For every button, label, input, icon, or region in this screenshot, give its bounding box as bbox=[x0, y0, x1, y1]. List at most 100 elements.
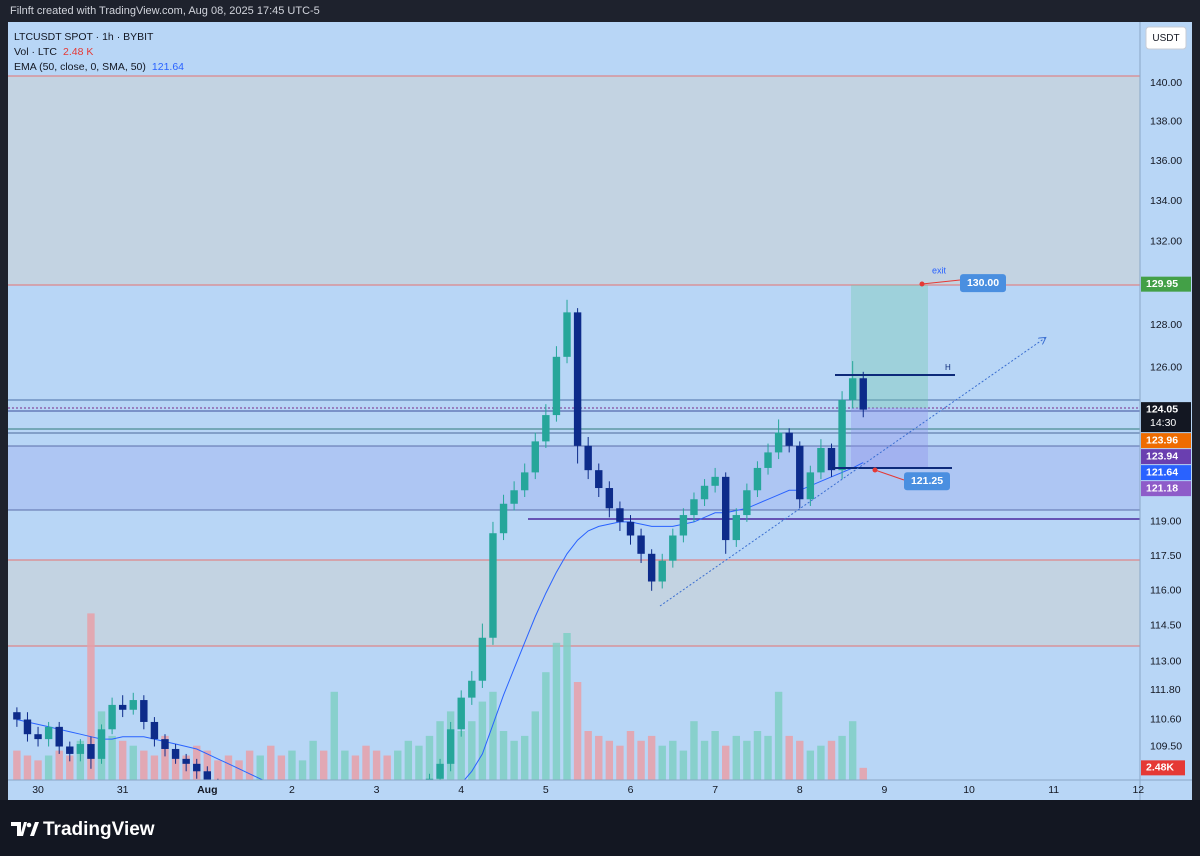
volume-bar bbox=[224, 755, 233, 780]
volume-marker bbox=[1141, 760, 1185, 776]
y-tick-label: 126.00 bbox=[1150, 361, 1182, 373]
x-tick-label: 6 bbox=[628, 784, 634, 796]
price-marker-label: 129.95 bbox=[1146, 278, 1178, 290]
volume-bar bbox=[341, 750, 349, 780]
y-tick-label: 134.00 bbox=[1150, 195, 1182, 207]
volume-bar bbox=[510, 740, 518, 780]
y-tick-label: 113.00 bbox=[1150, 655, 1181, 667]
brand-name: TradingView bbox=[43, 819, 155, 840]
x-tick-label: 5 bbox=[543, 784, 549, 796]
candle-body bbox=[732, 515, 740, 541]
candle-body bbox=[499, 503, 508, 534]
price-marker-label: 121.18 bbox=[1146, 482, 1178, 494]
candle-body bbox=[44, 726, 53, 740]
y-tick-label: 136.00 bbox=[1150, 155, 1182, 167]
candle-body bbox=[626, 521, 635, 536]
volume-bar bbox=[764, 735, 772, 780]
ema-legend-value: 121.64 bbox=[152, 61, 184, 73]
volume-bar bbox=[245, 750, 254, 780]
price-marker-label: 123.94 bbox=[1146, 450, 1178, 462]
candle-body bbox=[817, 447, 825, 473]
candle-body bbox=[542, 415, 550, 442]
candle-body bbox=[161, 739, 169, 749]
volume-bar bbox=[203, 750, 212, 780]
x-tick-label: 4 bbox=[458, 784, 464, 796]
pointer-line bbox=[921, 279, 961, 285]
volume-bar bbox=[658, 745, 666, 780]
candle-body bbox=[171, 748, 180, 759]
volume-bar bbox=[425, 735, 434, 780]
attribution: Filnft created with TradingView.com, Aug… bbox=[10, 5, 320, 17]
y-tick-label: 114.50 bbox=[1150, 620, 1181, 632]
x-tick-label: 7 bbox=[712, 784, 718, 796]
volume-bar bbox=[457, 731, 465, 780]
volume-bar bbox=[679, 750, 688, 780]
logo-dot bbox=[26, 822, 32, 828]
candle-body bbox=[552, 356, 561, 416]
candle-body bbox=[520, 472, 529, 491]
countdown-label: 14:30 bbox=[1150, 417, 1176, 429]
volume-bar bbox=[605, 740, 614, 780]
candle-body bbox=[478, 637, 487, 681]
volume-bar bbox=[489, 691, 497, 780]
footer bbox=[0, 800, 1200, 856]
candle-body bbox=[489, 533, 497, 638]
price-marker bbox=[1141, 449, 1191, 465]
volume-bar bbox=[711, 731, 719, 780]
volume-bar bbox=[542, 672, 550, 780]
candle-body bbox=[55, 726, 63, 747]
stop-label: 121.25 bbox=[911, 475, 943, 487]
volume-bar bbox=[118, 740, 127, 780]
x-tick-label: 3 bbox=[374, 784, 380, 796]
pointer-dot bbox=[872, 467, 878, 473]
volume-bar bbox=[13, 750, 21, 780]
volume-bar bbox=[595, 735, 603, 780]
candle-body bbox=[129, 700, 137, 710]
candle-body bbox=[563, 312, 571, 357]
volume-bar bbox=[827, 740, 836, 780]
candle-body bbox=[108, 704, 116, 730]
volume-bar bbox=[478, 701, 487, 780]
volume-bar bbox=[150, 755, 159, 780]
volume-bar bbox=[351, 755, 360, 780]
zone bbox=[8, 560, 1140, 646]
target-box bbox=[960, 274, 1006, 293]
candle-body bbox=[446, 729, 455, 764]
volume-bar bbox=[806, 750, 815, 780]
volume-bar bbox=[129, 745, 137, 780]
y-tick-label: 138.00 bbox=[1150, 116, 1182, 128]
volume-bar bbox=[171, 750, 180, 780]
volume-bar bbox=[288, 750, 296, 780]
stop-box bbox=[904, 472, 950, 491]
candle-body bbox=[193, 763, 201, 772]
candle-body bbox=[637, 535, 645, 554]
volume-bar bbox=[267, 745, 275, 780]
y-tick-label: 140.00 bbox=[1150, 77, 1182, 89]
candle-body bbox=[722, 476, 730, 541]
currency-button[interactable] bbox=[1145, 26, 1187, 50]
volume-bar bbox=[34, 760, 42, 780]
price-marker-label: 121.64 bbox=[1146, 466, 1178, 478]
zone bbox=[8, 76, 1140, 285]
volume-bar bbox=[256, 755, 264, 780]
price-marker bbox=[1141, 276, 1191, 292]
volume-bar bbox=[140, 750, 148, 780]
volume-bar bbox=[796, 740, 804, 780]
currency-button-label[interactable]: USDT bbox=[1152, 33, 1179, 44]
pointer-dot bbox=[919, 281, 925, 287]
candle-body bbox=[457, 697, 465, 730]
candle-body bbox=[764, 452, 772, 468]
x-tick-label: Aug bbox=[197, 784, 217, 796]
candle-body bbox=[859, 378, 867, 410]
candle-body bbox=[848, 378, 857, 400]
volume-bar bbox=[362, 745, 370, 780]
candle-body bbox=[658, 560, 666, 582]
volume-bar bbox=[616, 745, 624, 780]
volume-bar bbox=[468, 721, 476, 780]
h-label: H bbox=[945, 363, 951, 372]
candle-body bbox=[595, 470, 603, 489]
volume-bar bbox=[838, 735, 846, 780]
candle-body bbox=[140, 700, 148, 722]
volume-bar bbox=[700, 740, 709, 780]
volume-bar bbox=[753, 731, 762, 780]
